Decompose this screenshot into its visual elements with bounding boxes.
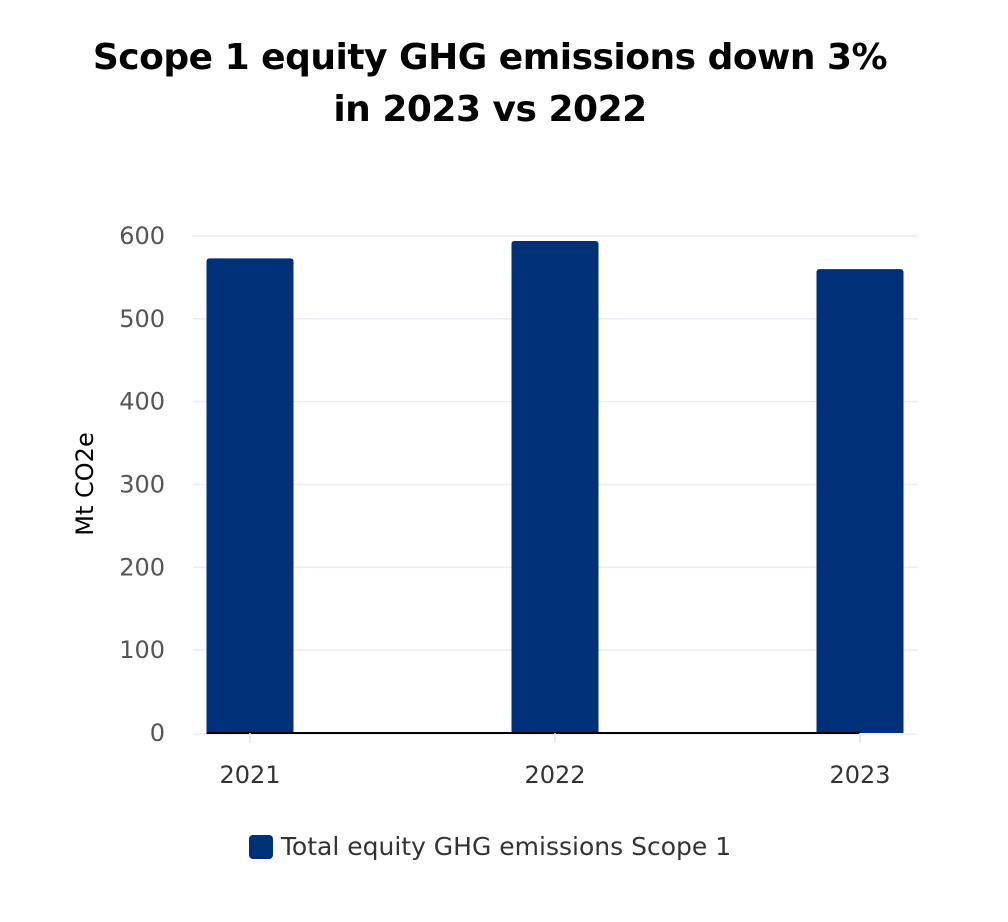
x-tick-label: 2023 <box>829 761 890 789</box>
y-tick-label: 100 <box>119 636 165 664</box>
legend-label: Total equity GHG emissions Scope 1 <box>280 832 732 861</box>
legend-swatch <box>248 834 273 859</box>
y-tick-label: 500 <box>119 305 165 333</box>
y-tick-label: 0 <box>150 719 165 747</box>
y-axis-label: Mt CO2e <box>71 432 99 535</box>
y-tick-label: 600 <box>119 222 165 250</box>
y-tick-label: 300 <box>119 471 165 499</box>
x-axis-ticks: 2021 2022 2023 <box>219 733 891 789</box>
bar-2022 <box>511 240 599 733</box>
x-tick-label: 2021 <box>219 761 280 789</box>
legend: Total equity GHG emissions Scope 1 <box>0 832 980 861</box>
y-axis-ticks: 0 100 200 300 400 500 600 <box>119 222 165 747</box>
chart-title-line-2: in 2023 vs 2022 <box>333 89 647 130</box>
chart-title: Scope 1 equity GHG emissions down 3% in … <box>0 32 980 136</box>
bar-2021 <box>206 258 294 733</box>
chart-title-line-1: Scope 1 equity GHG emissions down 3% <box>92 37 888 78</box>
bar-2023 <box>816 269 904 733</box>
y-tick-label: 400 <box>119 388 165 416</box>
x-tick-label: 2022 <box>524 761 585 789</box>
y-tick-label: 200 <box>119 553 165 581</box>
bar-series <box>206 240 904 733</box>
